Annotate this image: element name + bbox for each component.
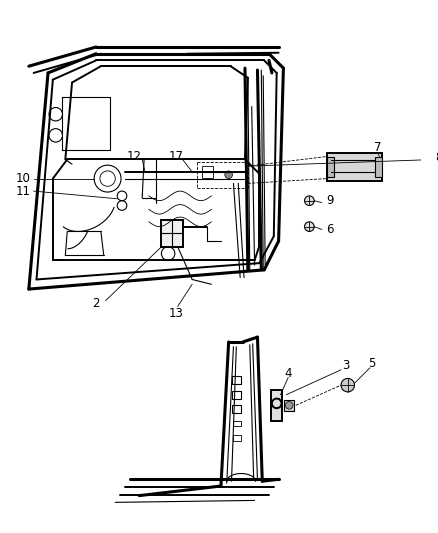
- Bar: [232, 391, 241, 399]
- Circle shape: [285, 401, 293, 409]
- Bar: [161, 220, 183, 247]
- Text: 9: 9: [326, 194, 333, 207]
- Text: 4: 4: [284, 367, 292, 380]
- Text: 17: 17: [168, 150, 184, 163]
- Bar: [233, 435, 241, 441]
- Text: 8: 8: [435, 151, 438, 164]
- Bar: [327, 157, 334, 176]
- Circle shape: [225, 171, 233, 179]
- Bar: [271, 390, 283, 421]
- Text: 5: 5: [368, 357, 375, 369]
- Circle shape: [304, 196, 314, 206]
- Bar: [232, 376, 241, 384]
- Text: 11: 11: [16, 184, 31, 198]
- Bar: [232, 405, 241, 413]
- Bar: [374, 157, 382, 176]
- Text: 6: 6: [326, 223, 333, 236]
- Text: 10: 10: [16, 172, 31, 185]
- Text: 13: 13: [168, 306, 183, 320]
- Bar: [202, 166, 213, 177]
- Circle shape: [341, 378, 354, 392]
- Text: 2: 2: [92, 297, 100, 310]
- Bar: [284, 400, 294, 411]
- Bar: [327, 152, 382, 181]
- Circle shape: [304, 222, 314, 231]
- Text: 7: 7: [374, 141, 381, 155]
- Text: 3: 3: [342, 359, 350, 373]
- Bar: [233, 421, 241, 426]
- Text: 12: 12: [127, 150, 142, 163]
